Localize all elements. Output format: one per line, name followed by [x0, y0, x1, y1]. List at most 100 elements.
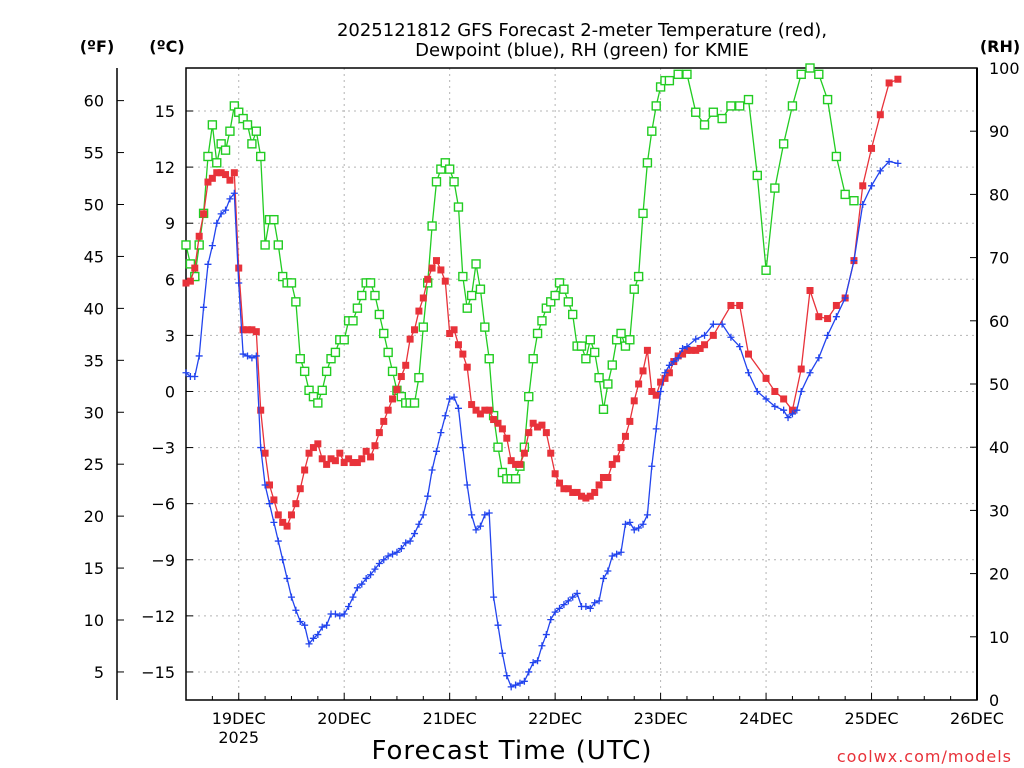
- temperature-point: [573, 488, 581, 496]
- rh-point: [691, 107, 701, 117]
- temperature-point: [314, 440, 322, 448]
- temperature-point: [349, 459, 357, 467]
- rh-point: [313, 398, 323, 408]
- dewpoint-point: [419, 511, 427, 519]
- dewpoint-point: [859, 200, 867, 208]
- rh-point: [770, 183, 780, 193]
- dewpoint-point: [340, 610, 348, 618]
- temperature-point: [490, 416, 498, 424]
- temperature-point: [336, 449, 344, 457]
- dewpoint-point: [446, 395, 454, 403]
- x-tick-label: 24DEC: [739, 709, 793, 728]
- dewpoint-point: [788, 410, 796, 418]
- fahrenheit-tick-label: 40: [84, 299, 104, 318]
- dewpoint-point: [424, 492, 432, 500]
- dewpoint-point: [195, 352, 203, 360]
- temperature-point: [186, 277, 194, 285]
- dewpoint-point: [635, 524, 643, 532]
- temperature-point: [296, 485, 304, 493]
- dewpoint-point: [556, 604, 564, 612]
- rh-tick-label: 0: [989, 691, 999, 710]
- temperature-point: [498, 425, 506, 433]
- rh-point: [576, 341, 587, 351]
- dewpoint-point: [850, 257, 858, 265]
- dewpoint-point: [494, 621, 502, 629]
- rh-point: [321, 366, 332, 377]
- credit-text: coolwx.com/models: [837, 747, 1012, 766]
- rh-tick-label: 20: [989, 565, 1009, 584]
- temperature-point: [323, 460, 331, 468]
- rh-point: [247, 139, 257, 149]
- temperature-point: [520, 449, 528, 457]
- dewpoint-point: [279, 556, 287, 564]
- dewpoint-point: [621, 520, 629, 528]
- temperature-point: [389, 395, 397, 403]
- fahrenheit-tick-label: 45: [84, 247, 104, 266]
- temperature-point: [446, 330, 454, 338]
- temperature-point: [371, 442, 379, 450]
- celsius-tick-label: 0: [165, 382, 175, 401]
- temperature-point: [512, 460, 520, 468]
- rh-point: [735, 101, 745, 111]
- dewpoint-point: [516, 679, 524, 687]
- rh-point: [471, 259, 481, 269]
- temperature-point: [327, 455, 335, 463]
- dewpoint-point: [375, 560, 383, 568]
- rh-tick-label: 90: [989, 122, 1009, 141]
- temperature-point: [885, 79, 893, 87]
- temperature-point: [525, 429, 533, 437]
- dewpoint-point: [283, 574, 291, 582]
- rh-point: [330, 347, 341, 358]
- dewpoint-point: [626, 518, 634, 526]
- dewpoint-point: [296, 617, 304, 625]
- rh-point: [480, 322, 490, 332]
- rh-point: [629, 284, 639, 294]
- dewpoint-point: [301, 621, 309, 629]
- temperature-point: [582, 494, 590, 502]
- temperature-point: [894, 75, 902, 83]
- rh-point: [251, 126, 262, 136]
- dewpoint-point: [353, 584, 361, 592]
- dewpoint-point: [191, 373, 199, 381]
- rh-point: [743, 94, 754, 105]
- x-tick-label: 25DEC: [845, 709, 899, 728]
- rh-point: [805, 63, 815, 73]
- rh-point: [708, 107, 719, 117]
- rh-point: [299, 366, 310, 377]
- fahrenheit-tick-label: 20: [84, 507, 104, 526]
- dewpoint-point: [230, 189, 238, 197]
- dewpoint-point: [709, 320, 717, 328]
- rh-point: [598, 404, 609, 414]
- temperature-point: [248, 326, 256, 334]
- dewpoint-point: [314, 631, 322, 639]
- x-tick-label: 21DEC: [423, 709, 477, 728]
- dewpoint-point: [608, 552, 616, 560]
- celsius-tick-label: −12: [141, 607, 175, 626]
- rh-point: [418, 322, 428, 332]
- dewpoint-point: [586, 604, 594, 612]
- rh-point: [383, 347, 393, 358]
- rh-point: [550, 290, 560, 301]
- dewpoint-point: [397, 545, 405, 553]
- rh-point: [348, 316, 358, 326]
- temperature-point: [652, 391, 660, 399]
- fahrenheit-tick-label: 50: [84, 195, 104, 214]
- temperature-point: [340, 459, 348, 467]
- temperature-point: [507, 457, 515, 465]
- dewpoint-point: [525, 668, 533, 676]
- dewpoint-point: [564, 597, 572, 605]
- fahrenheit-tick-label: 25: [84, 455, 104, 474]
- rh-point: [633, 271, 644, 282]
- dewpoint-point: [503, 672, 511, 680]
- rh-point: [379, 328, 389, 339]
- rh-point: [194, 240, 204, 250]
- rh-point: [594, 372, 604, 383]
- dewpoint-point: [485, 509, 493, 517]
- fahrenheit-tick-label: 15: [84, 559, 104, 578]
- dewpoint-point: [384, 552, 392, 560]
- temperature-point: [692, 346, 700, 354]
- temperature-point: [472, 406, 480, 414]
- dewpoint-point: [599, 574, 607, 582]
- temperature-point: [687, 346, 695, 354]
- temperature-point: [547, 449, 555, 457]
